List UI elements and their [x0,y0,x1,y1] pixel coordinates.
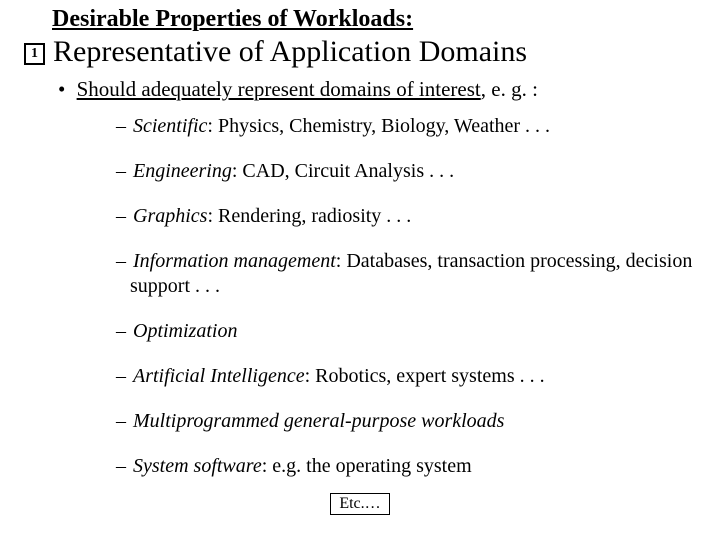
list-item: – Graphics: Rendering, radiosity . . . [116,204,696,229]
dash-icon: – [116,410,126,432]
bullet-dot: • [58,77,65,101]
list-item: – System software: e.g. the operating sy… [116,454,696,479]
list-item: – Optimization [116,319,696,344]
item-term: Optimization [133,320,237,342]
item-term: System software [133,455,262,477]
dash-icon: – [116,115,126,137]
item-term: Scientific [133,115,207,137]
list-item: – Information management: Databases, tra… [116,249,696,299]
list-item: – Scientific: Physics, Chemistry, Biolog… [116,114,696,139]
item-term: Information management [133,250,336,272]
item-term: Engineering [133,160,232,182]
items-list: – Scientific: Physics, Chemistry, Biolog… [116,114,696,479]
list-item: – Engineering: CAD, Circuit Analysis . .… [116,159,696,184]
dash-icon: – [116,455,126,477]
bullet-tail: , e. g. : [481,77,538,101]
supertitle: Desirable Properties of Workloads: [52,6,696,33]
number-box: 1 [24,43,45,65]
dash-icon: – [116,320,126,342]
item-rest: : CAD, Circuit Analysis . . . [232,160,454,182]
bullet-lead: Should adequately represent domains of i… [77,77,481,101]
list-item: – Multiprogrammed general-purpose worklo… [116,409,696,434]
item-rest: : Physics, Chemistry, Biology, Weather .… [207,115,550,137]
slide: Desirable Properties of Workloads: 1 Rep… [0,0,720,525]
etc-wrap: Etc.… [24,493,696,515]
item-term: Multiprogrammed general-purpose workload… [133,410,504,432]
item-rest: : Robotics, expert systems . . . [305,365,545,387]
dash-icon: – [116,160,126,182]
dash-icon: – [116,205,126,227]
item-term: Artificial Intelligence [133,365,305,387]
list-item: – Artificial Intelligence: Robotics, exp… [116,364,696,389]
item-rest: : Rendering, radiosity . . . [207,205,411,227]
main-title: Representative of Application Domains [53,35,527,69]
item-rest: : e.g. the operating system [262,455,472,477]
title-row: 1 Representative of Application Domains [24,35,696,69]
etc-box: Etc.… [330,493,389,515]
dash-icon: – [116,250,126,272]
dash-icon: – [116,365,126,387]
item-term: Graphics [133,205,207,227]
bullet-level-1: • Should adequately represent domains of… [58,77,696,102]
